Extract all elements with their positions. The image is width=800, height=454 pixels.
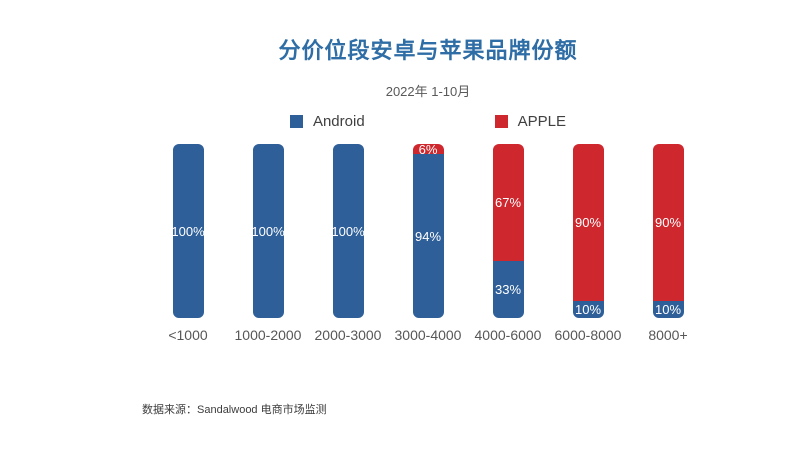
x-axis-label: 3000-4000 [394, 327, 462, 343]
bar-column: 67% 33% 4000-6000 [468, 144, 548, 343]
chart-title: 分价位段安卓与苹果品牌份额 [278, 38, 578, 63]
x-axis-label: <1000 [168, 327, 208, 343]
bar-segment-android: 10% [572, 300, 604, 318]
data-source-note: 数据来源：Sandalwood 电商市场监测 [142, 404, 327, 416]
bar-column: 100% <1000 [148, 144, 228, 343]
legend-swatch-icon [494, 114, 508, 128]
bar-segment-android: 33% [492, 260, 524, 318]
x-axis-label: 6000-8000 [554, 327, 622, 343]
stacked-bar: 100% [252, 144, 284, 318]
bar-segment-value-label: 100% [252, 223, 284, 239]
bar-column: 100% 2000-3000 [308, 144, 388, 343]
bar-column: 6% 94% 3000-4000 [388, 144, 468, 343]
chart-card: 分价位段安卓与苹果品牌份额 2022年 1-10月 Android APPLE 1… [56, 38, 800, 343]
bar-column: 90% 10% 6000-8000 [548, 144, 628, 343]
bar-segment-value-label: 10% [574, 301, 602, 317]
bar-segment-value-label: 100% [172, 223, 204, 239]
bar-segment-android: 100% [332, 144, 364, 318]
bar-segment-value-label: 10% [654, 301, 682, 317]
stacked-bar: 6% 94% [412, 144, 444, 318]
bar-column: 90% 10% 8000+ [628, 144, 708, 343]
bar-segment-apple: 90% [652, 144, 684, 301]
bar-segment-value-label: 33% [494, 281, 522, 297]
x-axis-label: 8000+ [648, 327, 688, 343]
bar-segment-apple: 67% [492, 144, 524, 261]
bar-segment-value-label: 100% [332, 223, 364, 239]
stacked-bar: 90% 10% [652, 144, 684, 318]
x-axis-label: 1000-2000 [234, 327, 302, 343]
bar-segment-value-label: 90% [654, 214, 682, 230]
stacked-bar: 100% [172, 144, 204, 318]
legend-label: Android [312, 112, 365, 130]
legend-item-android: Android [289, 112, 365, 130]
stacked-bar: 67% 33% [492, 144, 524, 318]
stacked-bar-chart: 100% <1000 100% 1000-2000 100% 2000-3000 6% 94%… [56, 144, 800, 343]
bar-segment-value-label: 67% [494, 194, 522, 210]
stacked-bar: 90% 10% [572, 144, 604, 318]
bar-segment-android: 100% [172, 144, 204, 318]
chart-subtitle: 2022年 1-10月 [385, 84, 471, 99]
legend-item-apple: APPLE [494, 112, 567, 130]
bar-segment-android: 100% [252, 144, 284, 318]
bar-segment-android: 94% [412, 154, 444, 318]
bar-segment-value-label: 90% [574, 214, 602, 230]
bar-segment-apple: 90% [572, 144, 604, 301]
bar-segment-android: 10% [652, 300, 684, 318]
bar-column: 100% 1000-2000 [228, 144, 308, 343]
bar-segment-apple: 6% [412, 144, 444, 157]
bar-segment-value-label: 6% [418, 144, 438, 157]
x-axis-label: 4000-6000 [474, 327, 542, 343]
chart-legend: Android APPLE [56, 112, 800, 130]
stacked-bar: 100% [332, 144, 364, 318]
legend-swatch-icon [289, 114, 303, 128]
bar-segment-value-label: 94% [414, 228, 442, 244]
x-axis-label: 2000-3000 [314, 327, 382, 343]
legend-label: APPLE [517, 112, 567, 130]
